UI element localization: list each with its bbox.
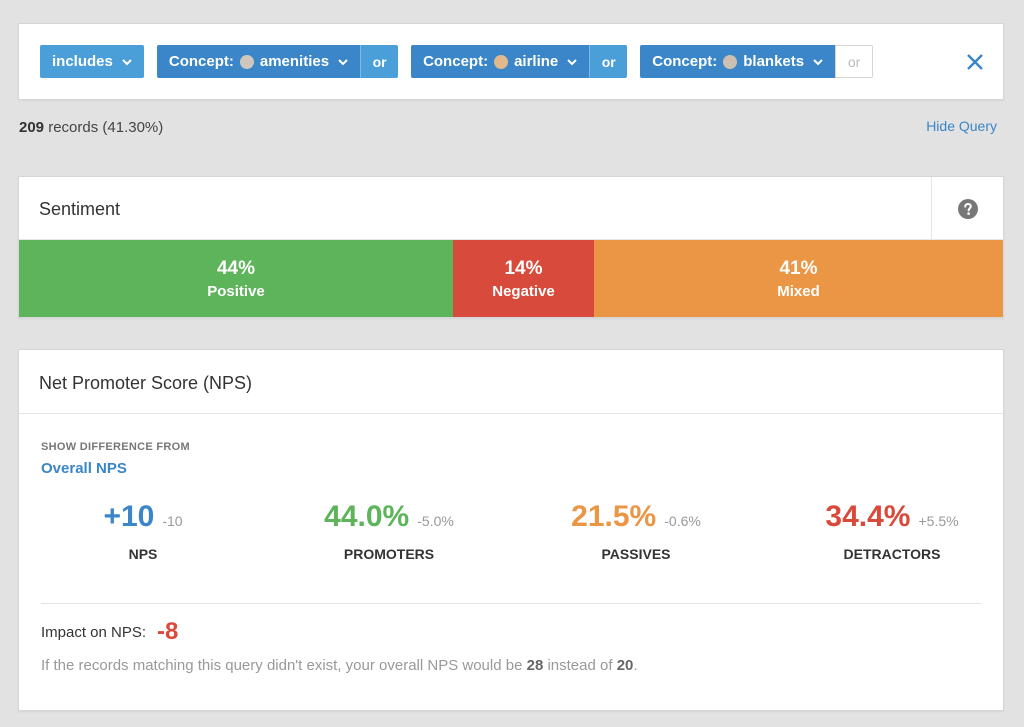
- metric-promoters: 44.0% -5.0% PROMOTERS: [309, 500, 469, 562]
- query-chips: includes Concept: amenities or Concept: …: [40, 45, 874, 78]
- sentiment-card: Sentiment 44% Positive 14% Negative 41% Mixed…: [18, 176, 1004, 318]
- metric-value: 21.5%: [571, 500, 657, 533]
- operator-label: includes: [52, 53, 113, 70]
- concept-name: blankets: [743, 53, 805, 70]
- nps-without-query: 28: [526, 657, 544, 674]
- operator-dropdown[interactable]: includes: [40, 45, 144, 78]
- explain-middle: instead of: [543, 657, 617, 674]
- metric-label: NPS: [128, 546, 158, 562]
- records-suffix: records (41.30%): [44, 119, 164, 136]
- or-button-inactive[interactable]: or: [835, 45, 874, 78]
- show-difference-label: SHOW DIFFERENCE FROM: [41, 441, 190, 453]
- metric-diff: -0.6%: [664, 513, 701, 529]
- sentiment-header: Sentiment: [19, 177, 1003, 240]
- sentiment-segment[interactable]: 14% Negative: [453, 240, 594, 317]
- metric-nps: +10 -10 NPS: [63, 500, 223, 562]
- segment-percent: 0%: [1003, 258, 1004, 280]
- overall-nps-value: 20: [616, 657, 634, 674]
- sentiment-segment[interactable]: 41% Mixed: [594, 240, 1003, 317]
- concept-chip-blankets[interactable]: Concept: blankets: [640, 45, 836, 78]
- impact-row: Impact on NPS: -8: [41, 618, 178, 646]
- concept-prefix: Concept:: [168, 53, 234, 70]
- sentiment-bar: 44% Positive 14% Negative 41% Mixed 0%: [19, 240, 1004, 318]
- concept-chip-amenities[interactable]: Concept: amenities: [156, 45, 361, 78]
- segment-label: Mixed: [777, 283, 820, 300]
- metric-label: PASSIVES: [601, 546, 671, 562]
- compare-dropdown[interactable]: Overall NPS: [41, 460, 127, 477]
- chevron-down-icon: [813, 58, 823, 65]
- or-button[interactable]: or: [589, 45, 628, 78]
- question-circle-icon: [957, 198, 978, 219]
- divider: [41, 603, 981, 604]
- segment-percent: 44%: [216, 258, 256, 279]
- sentiment-title: Sentiment: [39, 199, 121, 219]
- metric-diff: +5.5%: [918, 513, 959, 529]
- metric-detractors: 34.4% +5.5% DETRACTORS: [802, 500, 982, 562]
- impact-explanation: If the records matching this query didn'…: [41, 657, 638, 674]
- hide-query-link[interactable]: Hide Query: [926, 118, 997, 134]
- impact-label: Impact on NPS:: [41, 623, 147, 641]
- metric-passives: 21.5% -0.6% PASSIVES: [556, 500, 716, 562]
- segment-label: Positive: [207, 283, 265, 300]
- chevron-down-icon: [567, 58, 577, 65]
- nps-title: Net Promoter Score (NPS): [39, 373, 253, 393]
- sentiment-segment[interactable]: 44% Positive: [19, 240, 453, 317]
- or-button[interactable]: or: [360, 45, 399, 78]
- chevron-down-icon: [338, 58, 348, 65]
- metric-value: 34.4%: [825, 500, 911, 533]
- concept-color-dot: [239, 54, 254, 69]
- segment-percent: 14%: [504, 258, 543, 279]
- chevron-down-icon: [122, 58, 132, 65]
- impact-value: -8: [157, 618, 179, 645]
- concept-color-dot: [723, 54, 738, 69]
- metric-diff: -10: [162, 513, 183, 529]
- records-count: 209 records (41.30%): [19, 119, 163, 136]
- metric-label: DETRACTORS: [843, 546, 941, 562]
- help-button[interactable]: [931, 177, 1003, 240]
- segment-percent: 41%: [779, 258, 818, 279]
- metric-diff: -5.0%: [417, 513, 454, 529]
- segment-label: Negative: [492, 283, 555, 300]
- sentiment-segment[interactable]: 0%: [1003, 240, 1004, 318]
- close-icon[interactable]: [965, 52, 985, 72]
- concept-prefix: Concept:: [652, 53, 718, 70]
- metric-label: PROMOTERS: [343, 546, 435, 562]
- explain-suffix: .: [633, 657, 638, 674]
- nps-card: Net Promoter Score (NPS) SHOW DIFFERENCE…: [18, 349, 1004, 711]
- query-bar: includes Concept: amenities or Concept: …: [18, 23, 1004, 100]
- concept-name: airline: [514, 53, 559, 70]
- concept-name: amenities: [259, 53, 330, 70]
- metric-value: 44.0%: [324, 500, 410, 533]
- nps-header: Net Promoter Score (NPS): [19, 350, 1003, 414]
- records-number: 209: [19, 119, 45, 136]
- explain-prefix: If the records matching this query didn'…: [41, 657, 527, 674]
- concept-prefix: Concept:: [423, 53, 489, 70]
- metric-value: +10: [103, 500, 155, 533]
- concept-color-dot: [494, 54, 509, 69]
- concept-chip-airline[interactable]: Concept: airline: [411, 45, 590, 78]
